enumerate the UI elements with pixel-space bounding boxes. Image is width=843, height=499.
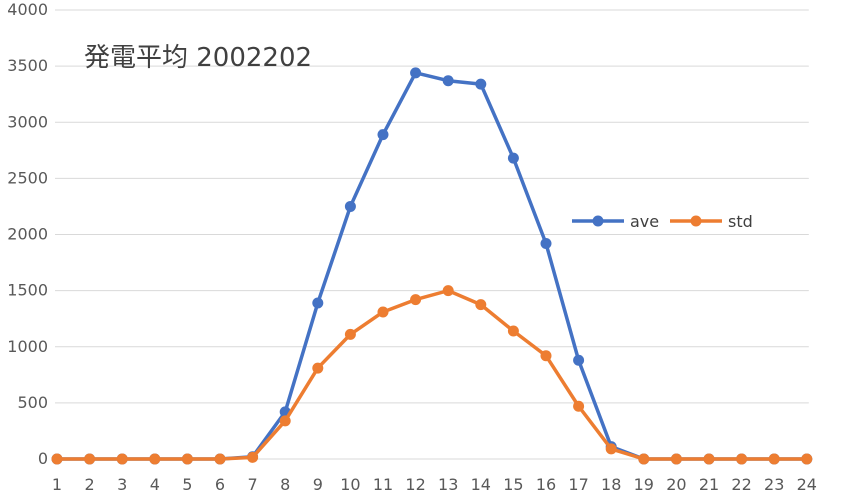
data-point	[344, 200, 356, 212]
y-tick-label: 4000	[7, 0, 48, 19]
x-tick-label: 2	[85, 475, 95, 494]
legend-label: ave	[630, 212, 659, 231]
x-tick-label: 3	[117, 475, 127, 494]
x-tick-label: 13	[438, 475, 458, 494]
y-tick-label: 3000	[7, 112, 48, 131]
data-point	[442, 285, 454, 297]
x-tick-label: 6	[215, 475, 225, 494]
x-tick-label: 4	[150, 475, 160, 494]
data-point	[214, 453, 226, 465]
series-std	[51, 285, 813, 465]
legend-label: std	[728, 212, 753, 231]
data-point	[507, 325, 519, 337]
x-tick-label: 19	[634, 475, 654, 494]
legend-item: ave	[572, 212, 659, 231]
x-tick-label: 18	[601, 475, 621, 494]
x-tick-label: 8	[280, 475, 290, 494]
x-tick-label: 16	[536, 475, 556, 494]
data-point	[540, 350, 552, 362]
y-tick-label: 2000	[7, 225, 48, 244]
data-point	[410, 294, 422, 306]
data-point	[507, 152, 519, 164]
gridlines	[55, 9, 809, 460]
x-tick-label: 24	[797, 475, 817, 494]
data-point	[149, 453, 161, 465]
x-axis-ticks: 1 2 3 4 5 6 7 8 9 10 11 12 13 14 15 16 17 18 19 20 21 22 23 24	[52, 475, 817, 494]
data-point	[51, 453, 63, 465]
x-tick-label: 14	[471, 475, 491, 494]
x-tick-label: 21	[699, 475, 719, 494]
y-tick-label: 1500	[7, 281, 48, 300]
legend-marker	[690, 215, 702, 227]
data-point	[410, 67, 422, 79]
y-tick-label: 3500	[7, 56, 48, 75]
data-point	[181, 453, 193, 465]
data-point	[247, 451, 259, 463]
x-tick-label: 17	[568, 475, 588, 494]
x-tick-label: 11	[373, 475, 393, 494]
chart-title: 発電平均 2002202	[84, 43, 312, 73]
data-point	[573, 354, 585, 366]
legend: ave std	[572, 212, 753, 231]
data-point	[116, 453, 128, 465]
data-point	[84, 453, 96, 465]
x-tick-label: 23	[764, 475, 784, 494]
x-tick-label: 5	[182, 475, 192, 494]
data-point	[540, 237, 552, 249]
data-point	[703, 453, 715, 465]
x-tick-label: 12	[405, 475, 425, 494]
x-tick-label: 22	[731, 475, 751, 494]
series-ave	[51, 67, 813, 465]
y-tick-label: 0	[38, 449, 48, 468]
y-tick-label: 2500	[7, 168, 48, 187]
x-tick-label: 10	[340, 475, 360, 494]
data-point	[573, 400, 585, 412]
series-line	[57, 71, 807, 461]
data-point	[279, 415, 291, 427]
data-point	[312, 362, 324, 374]
x-tick-label: 7	[248, 475, 258, 494]
data-point	[312, 297, 324, 309]
data-point	[768, 453, 780, 465]
data-point	[442, 75, 454, 87]
x-tick-label: 20	[666, 475, 686, 494]
data-point	[377, 306, 389, 318]
y-tick-label: 500	[17, 393, 48, 412]
data-point	[377, 129, 389, 141]
data-point	[605, 443, 617, 455]
y-tick-label: 1000	[7, 337, 48, 356]
data-point	[736, 453, 748, 465]
data-point	[475, 78, 487, 90]
legend-marker	[592, 215, 604, 227]
data-point	[344, 328, 356, 340]
data-point	[670, 453, 682, 465]
data-point	[801, 453, 813, 465]
y-axis-ticks: 0 500 1000 1500 2000 2500 3000 3500 4000	[7, 0, 48, 468]
series-lines	[51, 67, 813, 465]
series-line	[57, 288, 807, 461]
x-tick-label: 1	[52, 475, 62, 494]
legend-item: std	[670, 212, 753, 231]
x-tick-label: 9	[313, 475, 323, 494]
data-point	[475, 299, 487, 311]
x-tick-label: 15	[503, 475, 523, 494]
data-point	[638, 453, 650, 465]
